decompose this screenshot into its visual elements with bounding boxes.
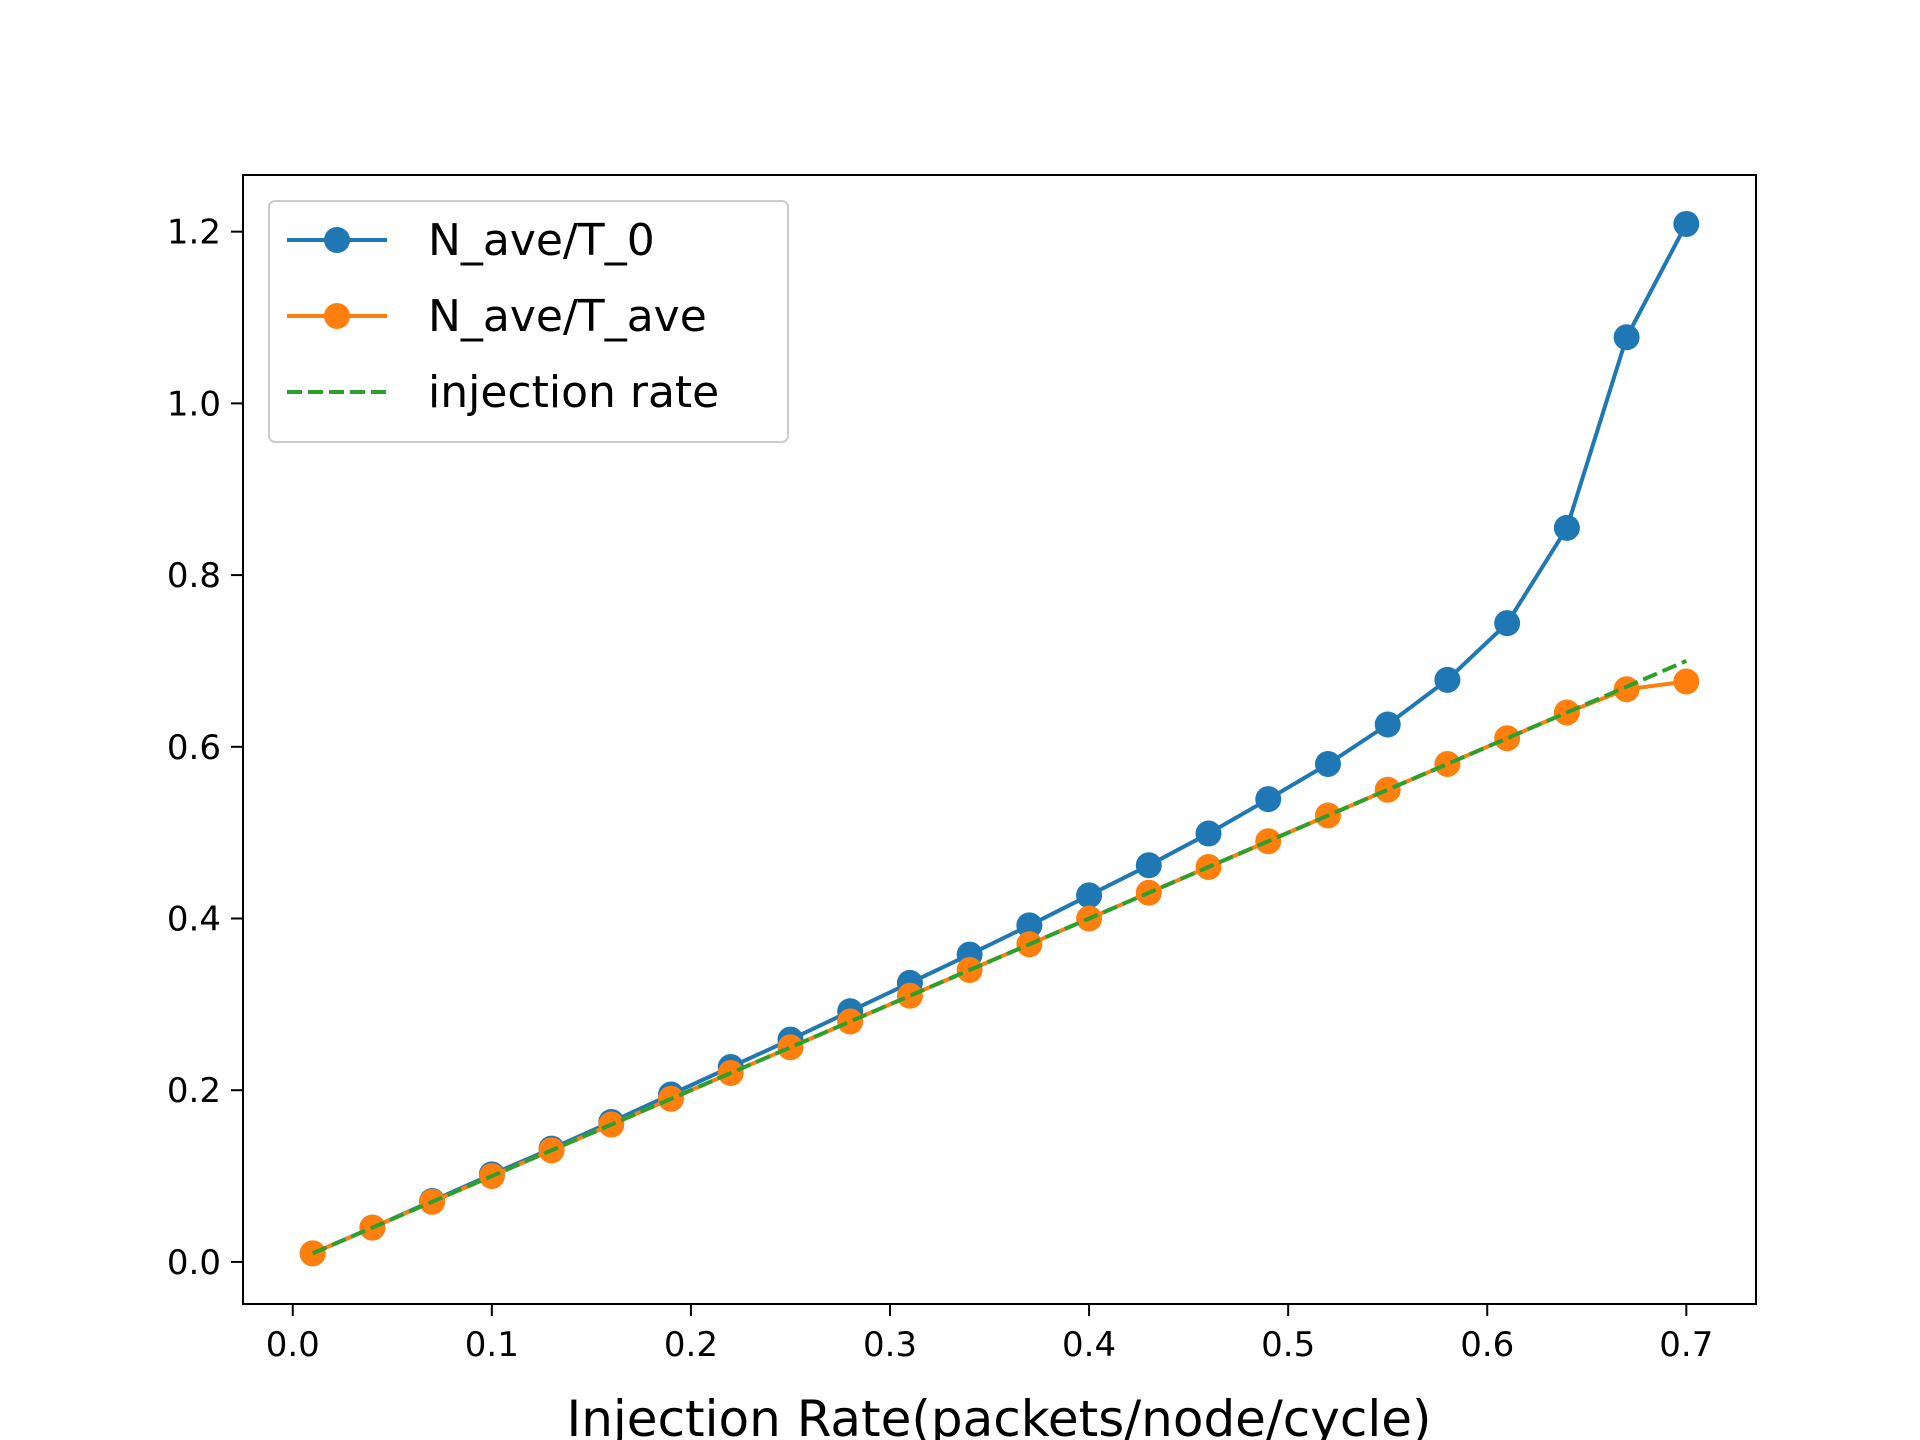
plot-frame	[242, 174, 1757, 1305]
data-point-n-ave-t-0	[1255, 786, 1282, 813]
data-point-n-ave-t-0	[1135, 852, 1162, 879]
x-tick-label: 0.2	[664, 1325, 718, 1365]
series-line-injection-rate	[311, 659, 1688, 1256]
y-tick-label: 0.6	[167, 728, 221, 768]
legend-label: injection rate	[428, 367, 719, 418]
data-point-n-ave-t-0	[1195, 820, 1222, 847]
legend-label: N_ave/T_ave	[428, 291, 707, 342]
series-line-n-ave-t-ave	[311, 679, 1687, 1256]
data-point-n-ave-t-ave	[1374, 776, 1401, 803]
data-point-n-ave-t-ave	[1673, 668, 1700, 695]
y-tick-label: 0.8	[167, 556, 221, 596]
data-point-n-ave-t-0	[1494, 610, 1521, 637]
y-tick-label: 0.2	[167, 1071, 221, 1111]
x-tick-label: 0.5	[1261, 1325, 1315, 1365]
data-point-n-ave-t-ave	[896, 982, 923, 1009]
legend: N_ave/T_0 N_ave/T_ave injection rate	[268, 200, 789, 443]
data-point-n-ave-t-0	[1016, 912, 1043, 939]
data-point-n-ave-t-0	[1673, 210, 1700, 237]
y-tick-label: 0.0	[167, 1243, 221, 1283]
data-point-n-ave-t-ave	[837, 1008, 864, 1035]
x-tick-label: 0.6	[1460, 1325, 1514, 1365]
x-tick-label: 0.1	[465, 1325, 519, 1365]
legend-swatch-marker	[324, 227, 350, 253]
y-axis: 0.0 0.2 0.4 0.6 0.8 1.0 1.2	[167, 213, 243, 1283]
data-point-n-ave-t-0	[1434, 666, 1461, 693]
data-point-n-ave-t-ave	[1434, 750, 1461, 777]
data-point-n-ave-t-ave	[299, 1240, 326, 1267]
data-point-n-ave-t-0	[1076, 882, 1103, 909]
y-tick-label: 1.2	[167, 213, 221, 253]
data-point-n-ave-t-0	[1613, 324, 1640, 351]
legend-swatch-marker	[324, 303, 350, 329]
data-point-n-ave-t-0	[1374, 711, 1401, 738]
data-point-n-ave-t-ave	[777, 1034, 804, 1061]
data-point-n-ave-t-0	[1314, 750, 1341, 777]
series-layer	[299, 210, 1700, 1267]
x-tick-label: 0.4	[1062, 1325, 1116, 1365]
legend-label: N_ave/T_0	[428, 215, 655, 266]
data-point-n-ave-t-0	[1553, 514, 1580, 541]
legend-box	[268, 200, 789, 443]
x-axis: 0.0 0.1 0.2 0.3 0.4 0.5 0.6 0.7	[266, 1304, 1713, 1365]
x-axis-label: Injection Rate(packets/node/cycle)	[566, 1390, 1431, 1440]
x-tick-label: 0.3	[863, 1325, 917, 1365]
x-tick-label: 0.0	[266, 1325, 320, 1365]
y-tick-label: 0.4	[167, 900, 221, 940]
x-tick-label: 0.7	[1659, 1325, 1713, 1365]
y-tick-label: 1.0	[167, 384, 221, 424]
data-point-n-ave-t-ave	[1494, 725, 1521, 752]
legend-entries: N_ave/T_0 N_ave/T_ave injection rate	[287, 215, 719, 418]
